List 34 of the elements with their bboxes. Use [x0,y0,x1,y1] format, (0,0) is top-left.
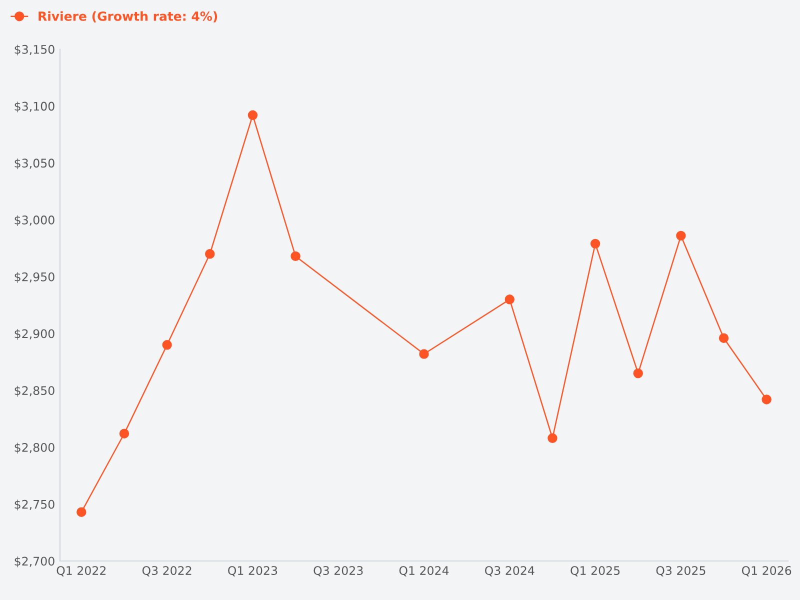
y-tick-label: $3,000 [14,215,54,226]
y-tick-label: $2,950 [14,272,54,283]
point [119,428,130,438]
y-tick-label: $3,150 [14,44,54,56]
y-tick-label: $2,750 [14,500,54,510]
point [76,507,86,517]
x-tick-label: Q1 2025 [570,566,620,576]
x-tick-label: Q3 2024 [485,566,534,576]
point [290,251,300,262]
y-tick-label: $2,900 [14,329,54,340]
point [633,368,643,378]
point [162,340,172,350]
point [548,433,558,444]
point [718,333,729,343]
x-tick-label: Q3 2023 [314,566,363,576]
legend-label: Riviere (Growth rate: 4%) [38,11,218,22]
point [419,349,429,359]
point [590,238,600,249]
point [762,394,772,404]
point [504,294,515,304]
x-tick-label: Q1 2026 [742,566,792,576]
x-tick-label: Q1 2022 [56,566,106,576]
point [248,110,258,120]
x-tick-label: Q1 2023 [228,566,278,576]
x-tick-label: Q1 2024 [399,566,449,576]
x-tick-label: Q3 2022 [142,566,192,576]
y-tick-label: $2,800 [14,442,54,454]
y-tick-label: $3,100 [14,102,54,112]
y-tick-label: $2,850 [14,386,54,397]
point [205,249,215,259]
point [676,230,686,241]
x-tick-label: Q3 2025 [656,566,706,576]
y-tick-label: $3,050 [14,158,54,170]
y-tick-label: $2,700 [14,556,54,568]
